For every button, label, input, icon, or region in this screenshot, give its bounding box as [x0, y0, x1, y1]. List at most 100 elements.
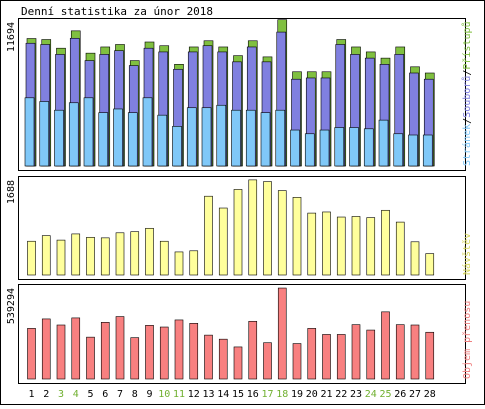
- bar-pages-day-7: [113, 108, 123, 167]
- bar-pages-day-8: [127, 112, 138, 167]
- bar-pages-day-26: [393, 133, 404, 167]
- day-label-14: 14: [217, 389, 229, 400]
- legend-part-5: Přístupů: [461, 21, 473, 69]
- day-label-3: 3: [58, 389, 64, 400]
- bar-pages-day-13: [201, 107, 212, 167]
- bar-pages-day-10: [157, 114, 168, 167]
- bar-visits-day-25: [381, 209, 390, 276]
- bar-visits-day-17: [263, 181, 272, 276]
- bar-visits-day-16: [248, 179, 258, 276]
- bar-visits-day-13: [204, 195, 213, 276]
- bar-volume-day-3: [56, 324, 66, 380]
- bar-pages-day-15: [231, 109, 241, 167]
- day-label-19: 19: [291, 389, 303, 400]
- legend-visits: Návštěv: [461, 233, 473, 275]
- day-label-18: 18: [276, 389, 288, 400]
- bar-volume-day-18: [277, 287, 287, 380]
- bar-visits-day-23: [351, 216, 361, 276]
- day-label-7: 7: [117, 389, 123, 400]
- bar-volume-day-13: [204, 334, 213, 380]
- bar-volume-day-28: [425, 331, 435, 380]
- bar-volume-day-10: [159, 326, 169, 380]
- legend-volume: Objem přenosu: [461, 301, 473, 379]
- bar-visits-day-22: [336, 216, 346, 276]
- bar-volume-day-27: [410, 324, 420, 380]
- bar-visits-day-27: [410, 241, 420, 276]
- bar-pages-day-16: [245, 109, 256, 167]
- panel-frame: [18, 284, 466, 384]
- legend-part-1: Stránek: [461, 124, 473, 166]
- bar-pages-day-5: [83, 97, 94, 167]
- bar-volume-day-17: [263, 342, 272, 380]
- day-label-17: 17: [261, 389, 273, 400]
- bar-visits-day-7: [115, 232, 125, 276]
- bar-pages-day-18: [275, 109, 286, 167]
- day-label-12: 12: [188, 389, 200, 400]
- bar-visits-day-21: [322, 211, 331, 276]
- day-label-4: 4: [73, 389, 79, 400]
- chart-panels: 11694Stránek/Souborů/Přístupů1688Návštěv…: [6, 18, 473, 384]
- chart-panel-2: 1688 Návštěv: [6, 176, 473, 280]
- bar-pages-day-12: [186, 107, 197, 167]
- bar-volume-day-2: [41, 318, 51, 380]
- bar-volume-day-20: [307, 328, 317, 380]
- bar-visits-day-28: [425, 253, 435, 276]
- bar-volume-day-8: [130, 337, 140, 380]
- bar-volume-day-12: [189, 323, 199, 380]
- day-label-21: 21: [320, 389, 332, 400]
- legend-pages-files-hits: Stránek/Souborů/Přístupů: [461, 21, 473, 166]
- bar-pages-day-21: [319, 129, 330, 167]
- legend-part-4: /: [462, 70, 473, 76]
- bar-pages-day-19: [290, 129, 300, 167]
- bar-visits-day-3: [56, 239, 66, 276]
- bar-volume-day-25: [381, 311, 390, 380]
- bar-pages-day-27: [408, 134, 418, 167]
- bar-volume-day-1: [27, 328, 36, 380]
- day-label-11: 11: [173, 389, 185, 400]
- chart-panel-3: 539294 Objem přenosu: [6, 284, 473, 384]
- bar-volume-day-23: [351, 324, 361, 380]
- day-label-27: 27: [409, 389, 421, 400]
- bar-visits-day-10: [159, 240, 169, 276]
- bar-pages-day-2: [39, 101, 50, 167]
- bar-visits-day-12: [189, 250, 199, 276]
- bar-visits-day-8: [130, 231, 140, 276]
- bar-visits-day-24: [366, 217, 376, 276]
- bar-volume-day-26: [395, 324, 405, 380]
- bar-volume-day-15: [233, 346, 243, 380]
- bar-visits-day-19: [292, 197, 302, 276]
- bar-pages-day-6: [98, 112, 109, 167]
- day-label-20: 20: [306, 389, 318, 400]
- bar-pages-day-25: [378, 119, 389, 167]
- bar-pages-day-20: [304, 133, 315, 167]
- bar-visits-day-20: [307, 212, 317, 276]
- bar-visits-day-18: [277, 190, 287, 276]
- bar-visits-day-11: [174, 251, 184, 276]
- bar-volume-day-19: [292, 343, 302, 380]
- bar-volume-day-4: [71, 317, 81, 380]
- bar-volume-day-21: [322, 334, 331, 380]
- y-max-label: 539294: [6, 288, 17, 324]
- bar-volume-day-16: [248, 320, 258, 380]
- day-label-26: 26: [394, 389, 406, 400]
- bar-pages-day-3: [54, 109, 64, 167]
- bar-pages-day-11: [172, 126, 182, 167]
- day-axis-labels: 1 2 3 4 5 6 7 8 9 10 11 12 13 14 15 16 17 18 19 20 21 22 23 24 2…: [28, 389, 435, 400]
- bar-volume-day-22: [336, 334, 346, 380]
- bar-visits-day-4: [71, 233, 81, 276]
- day-label-22: 22: [335, 389, 347, 400]
- day-label-15: 15: [232, 389, 244, 400]
- day-label-13: 13: [202, 389, 214, 400]
- y-max-label: 11694: [6, 22, 17, 52]
- bar-visits-day-6: [100, 237, 110, 276]
- day-label-25: 25: [379, 389, 391, 400]
- y-max-label: 1688: [6, 180, 17, 204]
- day-label-24: 24: [365, 389, 377, 400]
- bar-volume-day-6: [100, 322, 110, 380]
- day-label-23: 23: [350, 389, 362, 400]
- bar-pages-day-28: [422, 134, 433, 167]
- day-label-28: 28: [424, 389, 436, 400]
